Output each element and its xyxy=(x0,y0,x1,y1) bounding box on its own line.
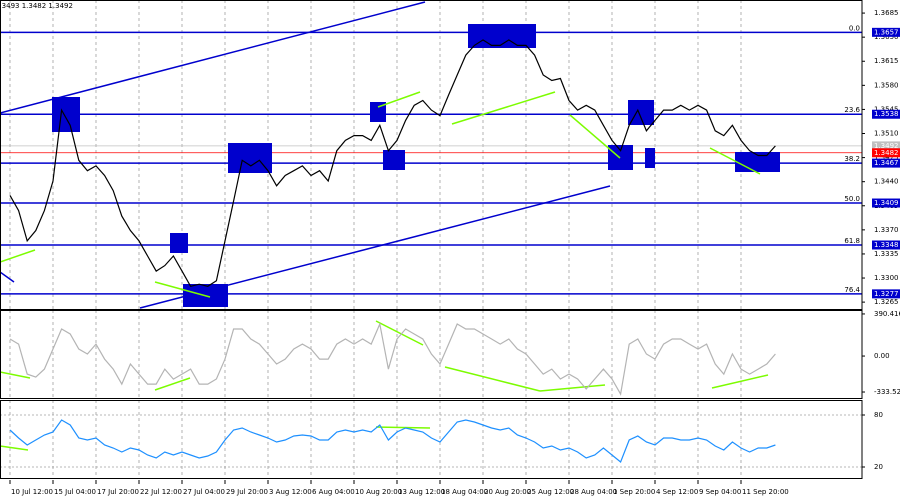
x-tick-label: 3 Aug 12:00 xyxy=(269,488,312,496)
divergence-line xyxy=(377,91,421,108)
divergence-line xyxy=(451,91,556,125)
y-tick-label: 0.00 xyxy=(874,352,890,360)
y-tick-label: 80 xyxy=(874,411,883,419)
divergence-line xyxy=(709,147,761,175)
y-tick-label: 1.3440 xyxy=(874,178,899,186)
y-tick-label: 1.3265 xyxy=(874,298,899,306)
y-tick-label: 1.3475 xyxy=(874,154,899,162)
price-box-label: 1.3348 xyxy=(874,241,899,249)
panel-frame xyxy=(0,400,863,479)
x-tick-label: 11 Sep 20:00 xyxy=(742,488,789,496)
zone xyxy=(228,143,272,173)
zone xyxy=(370,102,386,122)
price-box-label: 1.3492 xyxy=(874,142,899,150)
y-tick-label: 1.3335 xyxy=(874,250,899,258)
x-tick-label: 13 Aug 12:00 xyxy=(398,488,445,496)
y-tick-label: 1.3300 xyxy=(874,274,899,282)
fib-level-label: 50.0 xyxy=(844,195,860,203)
price-box xyxy=(872,198,900,208)
x-tick-label: 20 Aug 20:00 xyxy=(484,488,531,496)
price-header: 1.3493 1.3482 1.3492 xyxy=(0,2,73,10)
trend-line xyxy=(139,185,611,309)
price-box xyxy=(872,27,900,37)
zone xyxy=(170,233,188,253)
y-tick-label: 1.3615 xyxy=(874,57,899,65)
divergence-line xyxy=(0,371,31,379)
y-tick-label: 1.3370 xyxy=(874,226,899,234)
x-tick-label: 6 Aug 04:00 xyxy=(312,488,355,496)
y-tick-label: 20 xyxy=(874,463,883,471)
fib-level-label: 0.0 xyxy=(849,24,860,32)
y-tick-label: 1.3685 xyxy=(874,9,899,17)
x-tick-label: 22 Jul 12:00 xyxy=(140,488,182,496)
price-box xyxy=(872,289,900,299)
fib-level-label: 61.8 xyxy=(844,237,860,245)
x-tick-label: 9 Sep 04:00 xyxy=(699,488,741,496)
x-tick-label: 29 Jul 20:00 xyxy=(226,488,268,496)
x-tick-label: 28 Aug 04:00 xyxy=(570,488,617,496)
fib-level-label: 23.6 xyxy=(844,106,860,114)
divergence-line xyxy=(0,445,29,451)
x-tick-label: 1 Sep 20:00 xyxy=(613,488,655,496)
y-tick-label: 1.3580 xyxy=(874,81,899,89)
fib-level-label: 76.4 xyxy=(844,286,860,294)
x-tick-label: 10 Aug 20:00 xyxy=(355,488,402,496)
y-tick-label: 1.3545 xyxy=(874,105,899,113)
series-line xyxy=(9,419,776,463)
series-line xyxy=(9,39,776,287)
divergence-line xyxy=(569,114,621,159)
price-box xyxy=(872,109,900,119)
x-tick-label: 15 Jul 04:00 xyxy=(54,488,96,496)
zone xyxy=(383,150,405,170)
divergence-line xyxy=(375,426,431,429)
x-tick-label: 4 Sep 12:00 xyxy=(656,488,698,496)
price-box-label: 1.3277 xyxy=(874,290,899,298)
price-box-label: 1.3409 xyxy=(874,199,899,207)
price-box-label: 1.3657 xyxy=(874,28,899,36)
price-box xyxy=(872,240,900,250)
series-line xyxy=(9,321,776,396)
divergence-line xyxy=(444,366,541,392)
y-tick-label: 390.4163 xyxy=(874,310,900,318)
panel-frame xyxy=(0,0,863,310)
price-box-label: 1.3482 xyxy=(874,149,899,157)
y-tick-label: -333.522 xyxy=(874,388,900,396)
fib-level-label: 38.2 xyxy=(844,155,860,163)
price-box xyxy=(872,158,900,168)
zone xyxy=(52,97,80,132)
price-box-label: 1.3467 xyxy=(874,159,899,167)
panel-frame xyxy=(0,310,863,399)
x-tick-label: 10 Jul 12:00 xyxy=(11,488,53,496)
x-tick-label: 25 Aug 12:00 xyxy=(527,488,574,496)
x-tick-label: 18 Aug 04:00 xyxy=(441,488,488,496)
divergence-line xyxy=(154,281,211,298)
y-tick-label: 1.3650 xyxy=(874,33,899,41)
price-box-label: 1.3538 xyxy=(874,110,899,118)
divergence-line xyxy=(539,384,606,392)
divergence-line xyxy=(0,249,36,263)
divergence-line xyxy=(375,320,424,346)
price-box xyxy=(872,148,900,158)
zone xyxy=(608,145,633,170)
divergence-line xyxy=(154,377,191,391)
divergence-line xyxy=(711,374,769,389)
drawings xyxy=(0,1,780,451)
x-tick-label: 27 Jul 04:00 xyxy=(183,488,225,496)
trend-line xyxy=(0,271,15,283)
trend-line xyxy=(0,1,426,114)
price-box xyxy=(872,141,900,151)
zone xyxy=(645,148,655,168)
y-tick-label: 1.3510 xyxy=(874,130,899,138)
x-tick-label: 17 Jul 20:00 xyxy=(97,488,139,496)
